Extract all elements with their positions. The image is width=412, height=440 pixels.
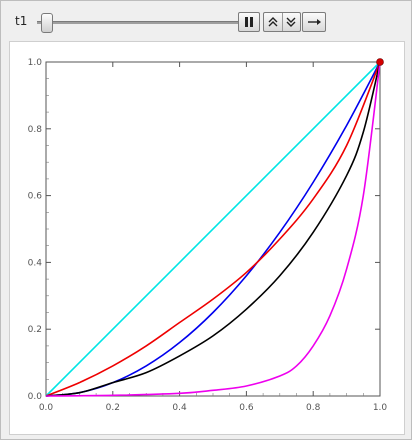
series-line-4 bbox=[45, 61, 381, 397]
slider-thumb[interactable] bbox=[41, 13, 53, 33]
y-tick-label: 0.2 bbox=[28, 325, 42, 335]
data-point bbox=[376, 58, 384, 66]
speed-buttons bbox=[263, 12, 301, 32]
x-tick-label: 1.0 bbox=[373, 403, 388, 413]
pause-icon bbox=[245, 17, 253, 27]
slider-label: t1 bbox=[15, 14, 28, 28]
y-tick-label: 0.0 bbox=[28, 392, 43, 402]
plot-svg: 0.0 0.2 0.4 0.6 0.8 1.0 0.0 0.2 0.4 0.6 0.8 1.0 bbox=[28, 58, 388, 413]
faster-button[interactable] bbox=[264, 13, 283, 31]
y-tick-label: 0.4 bbox=[28, 258, 43, 268]
arrow-right-icon bbox=[308, 19, 321, 25]
x-tick-label: 0.6 bbox=[239, 403, 254, 413]
x-tick-label: 0.8 bbox=[306, 403, 321, 413]
step-forward-button[interactable] bbox=[302, 12, 326, 32]
plot-panel: 0.0 0.2 0.4 0.6 0.8 1.0 0.0 0.2 0.4 0.6 0.8 1.0 bbox=[9, 41, 405, 435]
x-tick-label: 0.0 bbox=[39, 403, 54, 413]
double-chevron-up-icon bbox=[268, 17, 278, 27]
series-line-3 bbox=[45, 61, 381, 397]
pause-button[interactable] bbox=[238, 12, 260, 32]
x-tick-label: 0.4 bbox=[172, 403, 187, 413]
slider-track[interactable] bbox=[37, 21, 245, 24]
y-tick-label: 0.8 bbox=[28, 125, 43, 135]
y-tick-label: 1.0 bbox=[28, 58, 43, 68]
series-line-1 bbox=[45, 61, 381, 397]
y-tick-label: 0.6 bbox=[28, 192, 43, 202]
x-tick-label: 0.2 bbox=[106, 403, 120, 413]
series-line-5 bbox=[45, 61, 381, 397]
double-chevron-down-icon bbox=[286, 17, 296, 27]
animation-controls: t1 bbox=[15, 11, 385, 33]
slower-button[interactable] bbox=[282, 13, 300, 31]
